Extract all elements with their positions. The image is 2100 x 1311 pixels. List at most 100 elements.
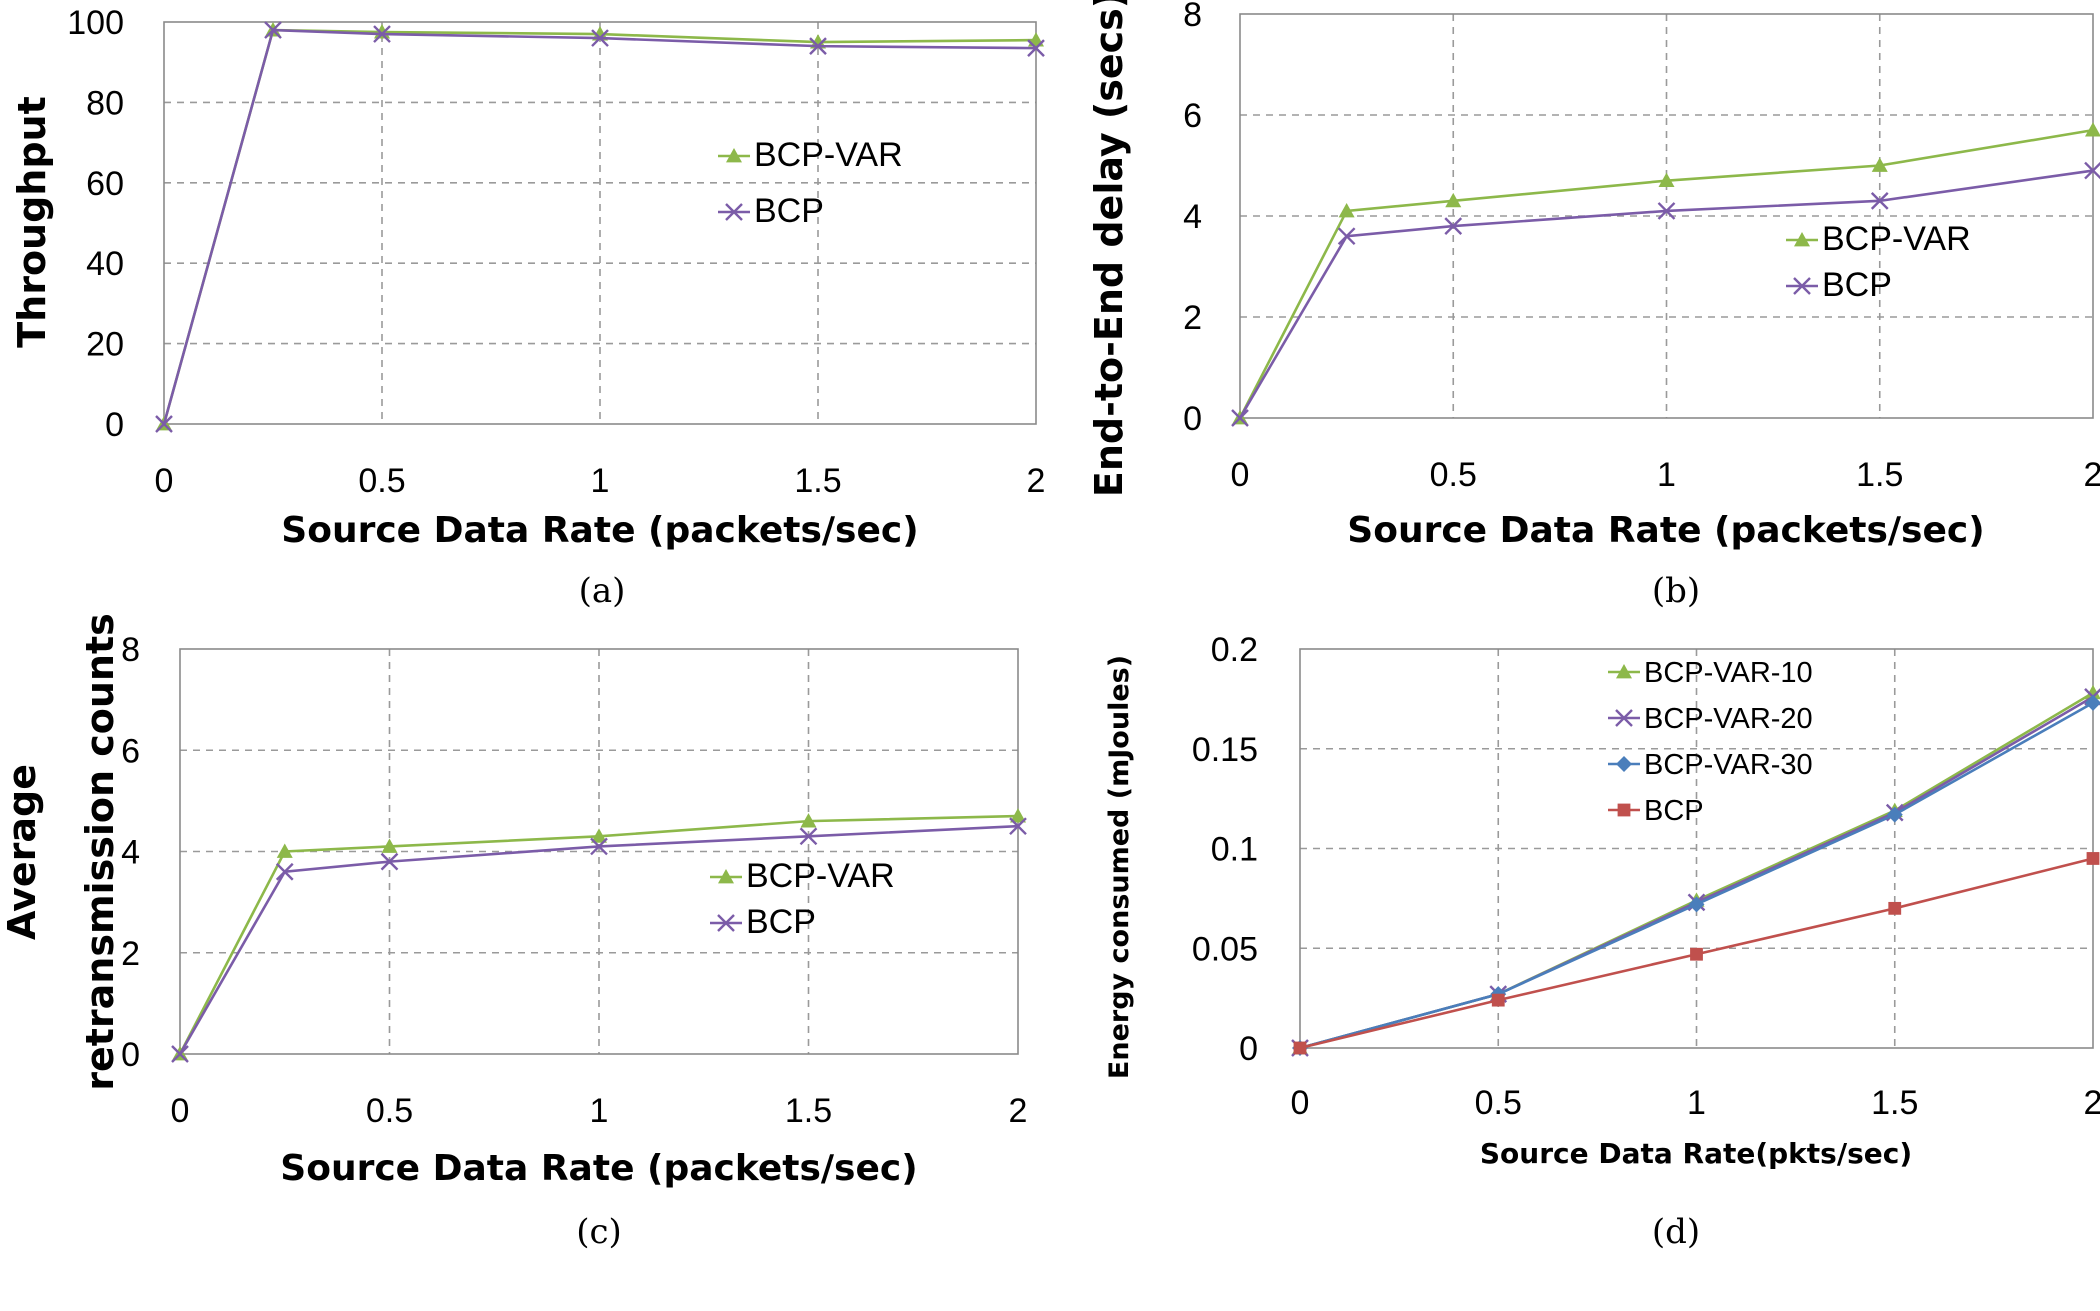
x-tick-label: 2 [1027,462,1046,500]
legend-label: BCP-VAR [1822,220,1971,258]
data-point [1293,1041,1307,1055]
series-bcp [1231,161,2100,427]
legend-label: BCP [746,903,816,941]
data-point [276,843,293,858]
marker-stroke [799,827,818,846]
marker-stroke [171,1045,189,1063]
marker-stroke [590,837,608,856]
x-axis-label: Source Data Rate (packets/sec) [280,1148,917,1189]
marker-stroke [1231,409,1249,427]
data-point [2084,161,2100,180]
data-point [1010,808,1026,823]
y-tick-label: 60 [86,165,124,203]
data-point [1657,202,1676,220]
data-point [264,21,282,39]
chart-c: 0 0.5 1 1.5 2 0 2 4 6 8 Source Data Rate (packets/… [0,613,1027,1252]
legend-marker [1794,232,1810,247]
plot-frame [1239,13,2094,419]
x-tick-label: 1 [591,462,610,500]
data-point [1444,217,1463,235]
legend-marker [717,914,735,932]
legend-label: BCP-VAR [746,857,895,895]
marker-stroke [717,914,735,932]
marker-stroke [1009,817,1027,836]
data-point [1688,896,1705,913]
legend-label: BCP [1822,266,1892,304]
data-point [1445,192,1462,208]
data-point [799,827,818,846]
data-point [1009,817,1027,836]
y-tick-label: 40 [86,245,124,283]
series-line [178,814,1019,1055]
panel-caption: (c) [576,1212,622,1252]
y-tick-label: 8 [1183,0,1202,34]
x-tick-label: 1.5 [794,462,841,500]
y-tick-label: 0 [1183,400,1202,438]
y-tick-label: 4 [121,834,140,872]
y-tick-label: 0 [1239,1030,1258,1068]
data-point [155,415,173,433]
legend-marker [1617,803,1631,817]
legend-label: BCP-VAR [754,136,903,174]
y-tick-label: 100 [67,4,124,42]
data-point [275,862,294,881]
plot-frame [179,648,1019,1055]
chart-b: 0 0.5 1 1.5 2 0 2 4 6 8 Source Data Rate (packets/… [1087,0,2100,611]
data-point [1027,39,1045,57]
panel-caption: (d) [1652,1212,1700,1252]
data-point [2085,122,2100,137]
data-point [171,1045,189,1063]
x-tick-label: 0 [155,462,174,500]
legend-marker [1616,664,1632,679]
marker-stroke [2084,161,2100,180]
legend-marker [718,869,734,884]
y-tick-label: 0 [105,406,124,444]
marker-stroke [275,862,294,881]
series-bcp [155,21,1045,433]
data-point [1690,947,1703,961]
y-tick-label: 6 [1183,97,1202,135]
marker-stroke [373,25,391,43]
x-tick-label: 1 [1687,1084,1706,1122]
legend-marker [1793,277,1811,295]
x-tick-label: 1.5 [1871,1084,1918,1122]
series-line [1238,128,2094,419]
data-point [1338,202,1355,218]
x-tick-label: 0.5 [358,462,405,500]
data-point [380,852,399,871]
data-point [373,25,391,43]
marker-stroke [1444,217,1463,235]
data-point [1886,806,1903,823]
marker-stroke [1870,192,1889,210]
marker-stroke [155,415,173,433]
data-point [800,813,817,828]
series-bcp [1293,852,2100,1055]
marker-stroke [1615,709,1633,727]
data-point [1870,192,1889,210]
plot-frame [1299,648,2094,1049]
data-point [809,37,827,55]
legend: BCP-VAR BCP [710,857,895,941]
y-tick-label: 0.05 [1192,930,1258,968]
x-tick-label: 2 [1009,1092,1028,1130]
y-axis-label: Throughput [10,96,54,348]
marker-stroke [591,29,609,47]
legend-label: BCP-VAR-30 [1644,749,1813,781]
data-point [1658,172,1675,188]
data-point [1231,409,1249,427]
y-tick-label: 20 [86,326,124,364]
data-point [381,838,398,853]
series-line [1238,169,2094,419]
marker-stroke [725,203,743,221]
marker-stroke [809,37,827,55]
y-tick-label: 80 [86,84,124,122]
legend: BCP-VAR BCP [1786,220,1971,304]
y-tick-label: 0.1 [1211,831,1258,869]
x-tick-label: 0.5 [1475,1084,1522,1122]
x-tick-label: 1.5 [785,1092,832,1130]
data-point [2085,684,2100,700]
y-tick-label: 4 [1183,198,1202,236]
legend-marker [725,203,743,221]
x-tick-label: 1 [1657,456,1676,494]
